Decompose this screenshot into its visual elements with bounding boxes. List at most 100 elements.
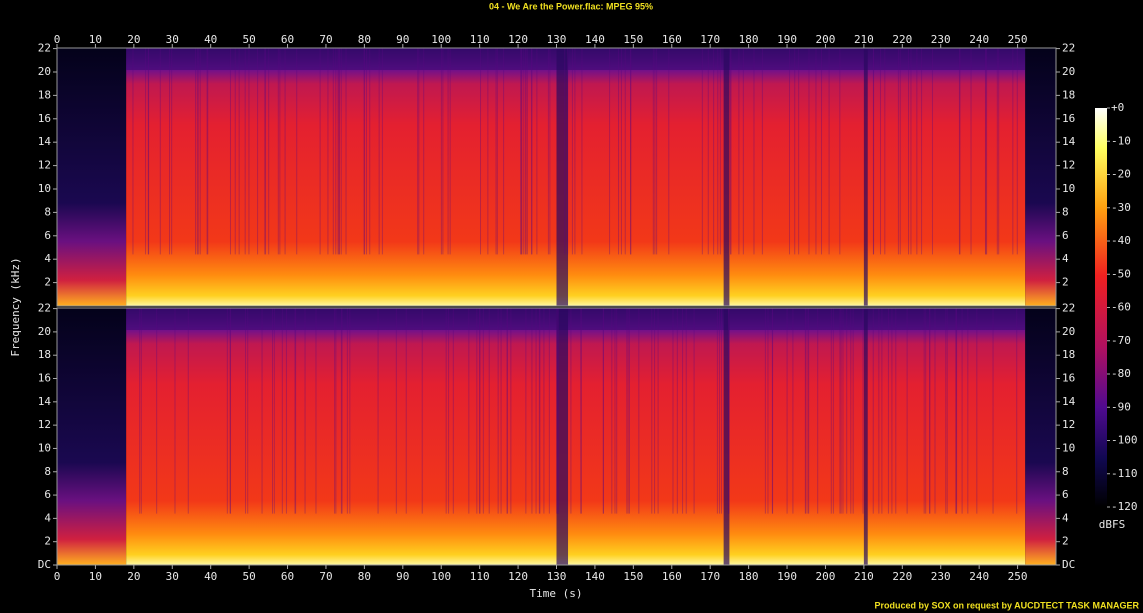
spectrogram-stripe	[479, 308, 481, 514]
spectrogram-stripe	[284, 48, 286, 255]
spectrogram-stripe	[955, 308, 957, 514]
spectrogram-stripe	[798, 48, 800, 255]
spectrogram-stripe	[340, 48, 342, 255]
spectrogram-stripe	[897, 48, 899, 255]
spectrogram	[126, 48, 1026, 306]
x-tick-label: 240	[969, 33, 989, 46]
y-tick-label: 6	[44, 229, 51, 242]
spectrogram-stripe	[786, 308, 788, 514]
spectrogram-stripe	[657, 308, 659, 514]
x-tick-label: 0	[54, 33, 61, 46]
spectrogram-stripe	[789, 48, 791, 255]
spectrogram-stripe	[986, 48, 988, 255]
spectrogram	[126, 308, 1026, 565]
y-tick-label: 6	[1062, 229, 1069, 242]
spectrogram-stripe	[206, 48, 208, 255]
spectrogram-stripe	[976, 308, 978, 514]
x-tick-label: 250	[1008, 570, 1028, 583]
x-axis-label: Time (s)	[530, 587, 583, 600]
spectrogram-stripe	[340, 308, 342, 514]
x-tick-label: 130	[547, 33, 567, 46]
spectrogram-stripe	[531, 48, 533, 255]
spectrogram-stripe	[1016, 308, 1018, 514]
spectrogram-stripe	[338, 48, 340, 255]
x-tick-label: 170	[700, 570, 720, 583]
spectrogram-stripe	[794, 48, 796, 255]
spectrogram-stripe	[1016, 48, 1018, 255]
spectrogram-stripe	[520, 48, 522, 255]
spectrogram-stripe	[405, 308, 407, 514]
spectrogram-stripe	[614, 308, 616, 514]
spectrogram-tail	[1025, 308, 1056, 565]
y-tick-label: 10	[1062, 182, 1075, 195]
spectrogram-stripe	[676, 308, 678, 514]
x-tick-label: 100	[431, 33, 451, 46]
spectrogram-stripe	[229, 308, 231, 514]
spectrogram-stripe	[713, 48, 715, 255]
spectrogram-stripe	[226, 308, 228, 514]
y-tick-label: 8	[44, 465, 51, 478]
spectrogram-stripe	[753, 48, 755, 255]
spectrogram-stripe	[685, 308, 687, 514]
spectrogram-stripe	[609, 48, 611, 255]
spectrogram-stripe	[145, 48, 147, 255]
spectrogram-stripe	[830, 308, 832, 514]
spectrogram-stripe	[139, 308, 141, 514]
spectrogram-stripe	[332, 48, 334, 255]
spectrogram-stripe	[651, 308, 653, 514]
x-tick-label: 20	[127, 570, 140, 583]
spectrogram-stripe	[522, 48, 524, 255]
spectrogram-stripe	[378, 48, 380, 255]
spectrogram-stripe	[627, 308, 629, 514]
spectrogram-stripe	[335, 308, 337, 514]
spectrogram-stripe	[624, 48, 626, 255]
spectrogram-stripe	[817, 308, 819, 514]
spectrogram-stripe	[285, 308, 287, 514]
spectrogram-stripe	[580, 308, 582, 514]
spectrogram-stripe	[506, 308, 508, 514]
y-tick-label: 14	[38, 395, 52, 408]
y-tick-label: 18	[1062, 88, 1075, 101]
spectrogram-stripe	[959, 48, 961, 255]
spectrogram-gap	[556, 48, 569, 306]
y-tick-label: 22	[38, 42, 51, 55]
spectrogram-stripe	[335, 48, 337, 255]
spectrogram-stripe	[445, 308, 447, 514]
spectrogram-stripe	[273, 308, 275, 514]
spectrogram-stripe	[961, 308, 963, 514]
spectrogram-stripe	[174, 308, 176, 514]
spectrogram-stripe	[792, 308, 794, 514]
spectrogram-stripe	[985, 48, 987, 255]
spectrogram-stripe	[487, 48, 489, 255]
y-tick-label: 16	[1062, 112, 1075, 125]
y-tick-label: 6	[1062, 488, 1069, 501]
spectrogram-stripe	[821, 48, 823, 255]
x-tick-label: 170	[700, 33, 720, 46]
spectrogram-stripe	[247, 308, 249, 514]
spectrogram-stripe	[839, 308, 841, 514]
spectrogram-stripe	[272, 308, 274, 514]
spectrogram-stripe	[956, 308, 958, 514]
spectrogram-stripe	[654, 48, 656, 255]
x-tick-label: 90	[396, 33, 409, 46]
spectrogram-gap	[723, 308, 730, 565]
spectrogram-stripe	[482, 308, 484, 514]
spectrogram-stripe	[294, 308, 296, 514]
spectrogram-stripe	[199, 48, 201, 255]
spectrogram-stripe	[872, 48, 874, 255]
spectrogram-stripe	[535, 308, 537, 514]
spectrogram-stripe	[984, 48, 986, 255]
spectrogram-stripe	[132, 48, 134, 255]
spectrogram-stripe	[873, 48, 875, 255]
x-tick-label: 240	[969, 570, 989, 583]
spectrogram-stripe	[923, 308, 925, 514]
spectrogram-stripe	[730, 48, 732, 255]
spectrogram-stripe	[862, 308, 864, 514]
spectrogram-stripe	[574, 48, 576, 255]
spectrogram-stripe	[884, 48, 886, 255]
spectrogram-stripe	[808, 308, 810, 514]
colorbar-tick-label: -50	[1111, 267, 1131, 280]
spectrogram-stripe	[767, 308, 769, 514]
spectrogram-stripe	[652, 48, 654, 255]
spectrogram-stripe	[716, 308, 718, 514]
